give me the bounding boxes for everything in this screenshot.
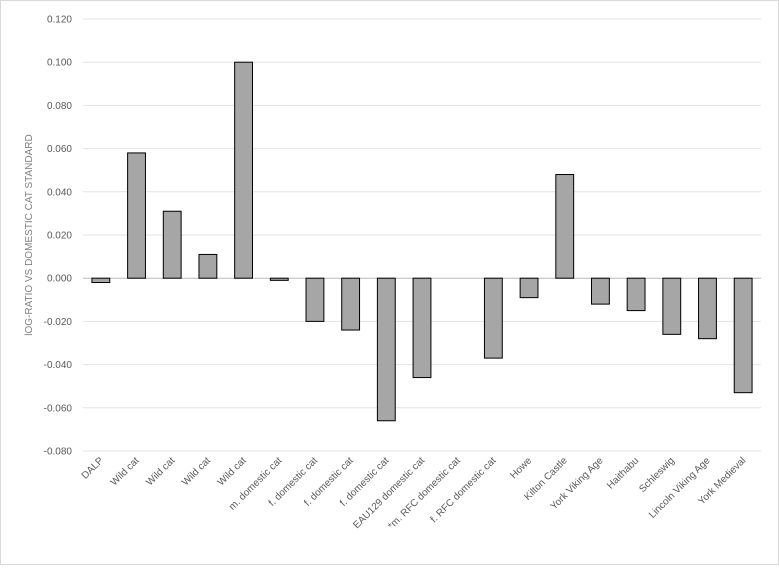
y-tick-labels: -0.080 -0.060 -0.040 -0.020 0.000 0.020 0.040 0…: [44, 15, 73, 458]
y-tick-label: 0.080: [47, 101, 72, 112]
y-tick-label: 0.120: [47, 15, 72, 26]
y-tick-label: 0.020: [47, 231, 72, 242]
bar: [341, 277, 361, 331]
y-tick-label: 0.100: [47, 58, 72, 69]
bar: [519, 277, 539, 299]
y-tick-label: 0.060: [47, 144, 72, 155]
x-tick-label: Wild cat: [109, 455, 142, 488]
x-tick-label: Wild cat: [180, 455, 213, 488]
y-tick-label: -0.060: [44, 403, 73, 414]
bar: [162, 210, 182, 279]
bar: [483, 277, 503, 359]
bar: [127, 152, 146, 279]
y-axis-label: lOG-RATIO VS DOMESTIC CAT STANDARD: [24, 134, 35, 336]
bar: [234, 61, 254, 279]
y-tick-label: 0.000: [47, 274, 72, 285]
y-tick-label: -0.020: [44, 317, 73, 328]
y-tick-label: -0.040: [44, 360, 73, 371]
x-tick-label: Haithabu: [605, 455, 641, 491]
bar: [698, 277, 717, 340]
bar: [555, 174, 575, 279]
y-tick-label: -0.080: [44, 447, 73, 458]
bar: [198, 253, 218, 279]
bar: [626, 277, 646, 312]
bar: [91, 277, 111, 284]
bars: [91, 61, 753, 422]
x-tick-label: Lincoln Viking Age: [647, 455, 713, 521]
x-tick-label: Wild cat: [144, 455, 177, 488]
bar: [591, 277, 610, 305]
x-tick-label: Howe: [508, 455, 534, 481]
x-tick-label: DALP: [80, 455, 106, 481]
bar: [305, 277, 325, 322]
bar: [376, 277, 396, 422]
bar: [412, 277, 432, 379]
bar: [662, 277, 682, 335]
x-tick-label: Wild cat: [216, 455, 249, 488]
x-tick-label: f. RFC domestic cat: [429, 455, 499, 525]
gridlines: [83, 18, 761, 452]
bar: [733, 277, 753, 394]
bar: [269, 277, 289, 281]
y-tick-label: 0.040: [47, 187, 72, 198]
